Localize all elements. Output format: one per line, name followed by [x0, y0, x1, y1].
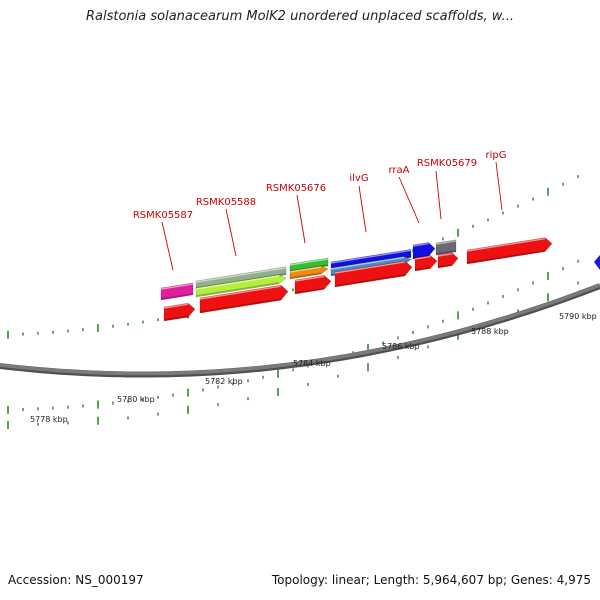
- scale-label: 5786 kbp: [382, 342, 420, 351]
- scale-label: 5780 kbp: [117, 395, 155, 404]
- label-leader: [398, 176, 420, 224]
- label-leaders: [161, 161, 503, 271]
- gene-gray-highlight: [436, 240, 456, 245]
- gene-red-1-body: [163, 302, 196, 322]
- label-leader: [296, 194, 306, 244]
- label-leader: [161, 221, 174, 271]
- gene-green-highlight: [290, 258, 328, 266]
- gene-orange-body: [289, 265, 329, 280]
- gene-red-7: [466, 237, 553, 265]
- gene-steelblue-highlight: [331, 256, 404, 270]
- gene-sage-highlight: [196, 267, 286, 283]
- gene-blue-highlight: [331, 249, 411, 264]
- accession-text: Accession: NS_000197: [8, 573, 144, 587]
- gene-blue-short: [412, 242, 436, 260]
- gene-red-2: [199, 284, 289, 314]
- gene-red-3-shade: [295, 287, 324, 294]
- gene-orange-shade: [290, 272, 321, 279]
- gene-orange: [289, 265, 329, 280]
- scale-label: 5790 kbp: [559, 312, 597, 321]
- gene-red-2-shade: [200, 298, 281, 313]
- gene-red-3: [294, 275, 332, 295]
- gene-blue-short-body: [412, 242, 436, 260]
- gene-label: ripG: [486, 150, 507, 161]
- gene-label: rraA: [388, 165, 409, 176]
- label-leader: [225, 208, 237, 257]
- gene-label: RSMK05588: [196, 197, 256, 208]
- gene-red-4: [334, 260, 413, 288]
- gene-magenta-body: [160, 282, 194, 301]
- gene-orange-highlight: [290, 266, 321, 273]
- gene-red-4-highlight: [335, 261, 405, 274]
- gene-red-6-shade: [438, 264, 452, 268]
- gene-red-5-shade: [415, 266, 431, 271]
- offscreen-gene-marker: [594, 255, 600, 270]
- gene-red-6-highlight: [438, 253, 452, 257]
- gene-features: [160, 237, 553, 322]
- gene-red-1: [163, 302, 196, 322]
- gene-blue-short-highlight: [413, 242, 429, 247]
- chromosome-backbone: [0, 255, 600, 378]
- gene-lime: [195, 274, 287, 298]
- genome-summary: Topology: linear; Length: 5,964,607 bp; …: [271, 573, 591, 587]
- gene-red-7-highlight: [467, 237, 545, 252]
- gene-label: ilvG: [349, 173, 368, 184]
- label-leader: [435, 170, 442, 220]
- gene-label: RSMK05679: [417, 158, 477, 169]
- gene-red-6-body: [437, 252, 459, 269]
- gene-red-4-body: [334, 260, 413, 288]
- scale-label: 5782 kbp: [205, 377, 243, 386]
- gene-lime-highlight: [196, 275, 279, 290]
- gene-red-1-shade: [164, 315, 188, 321]
- gene-red-3-highlight: [295, 275, 324, 282]
- gene-red-4-shade: [335, 274, 405, 287]
- scale-label: 5788 kbp: [471, 327, 509, 336]
- gene-lime-shade: [196, 282, 279, 297]
- gene-label: RSMK05587: [133, 210, 193, 221]
- gene-red-6: [437, 252, 459, 269]
- scale-labels: 5778 kbp 5780 kbp 5782 kbp 5784 kbp 5786 kbp…: [30, 312, 597, 424]
- scale-label: 5778 kbp: [30, 415, 68, 424]
- gene-magenta: [160, 282, 194, 301]
- gene-label: RSMK05676: [266, 183, 326, 194]
- scale-label: 5784 kbp: [293, 359, 331, 368]
- map-title: Ralstonia solanacearum MolK2 unordered u…: [85, 9, 514, 24]
- gene-magenta-shade: [161, 293, 193, 300]
- gene-gray-shade: [436, 250, 456, 255]
- far-tick-row: [7, 281, 579, 429]
- gene-red-1-highlight: [164, 303, 188, 309]
- gene-red-5-body: [414, 255, 438, 272]
- gene-gray: [435, 239, 457, 256]
- gene-red-7-body: [466, 237, 553, 265]
- gene-red-2-highlight: [200, 285, 281, 300]
- label-leader: [495, 161, 503, 211]
- gene-red-7-shade: [467, 249, 545, 264]
- gene-blue-short-shade: [413, 254, 429, 259]
- backbone-line: [0, 283, 600, 376]
- gene-magenta-highlight: [161, 283, 193, 290]
- gene-red-5: [414, 255, 438, 272]
- lower-tick-row: [7, 259, 579, 414]
- gene-lime-body: [195, 274, 287, 298]
- gene-red-5-highlight: [415, 255, 431, 260]
- label-leader: [358, 185, 367, 233]
- gene-red-2-body: [199, 284, 289, 314]
- gene-green-body: [289, 257, 329, 273]
- gene-sage-body: [195, 266, 287, 290]
